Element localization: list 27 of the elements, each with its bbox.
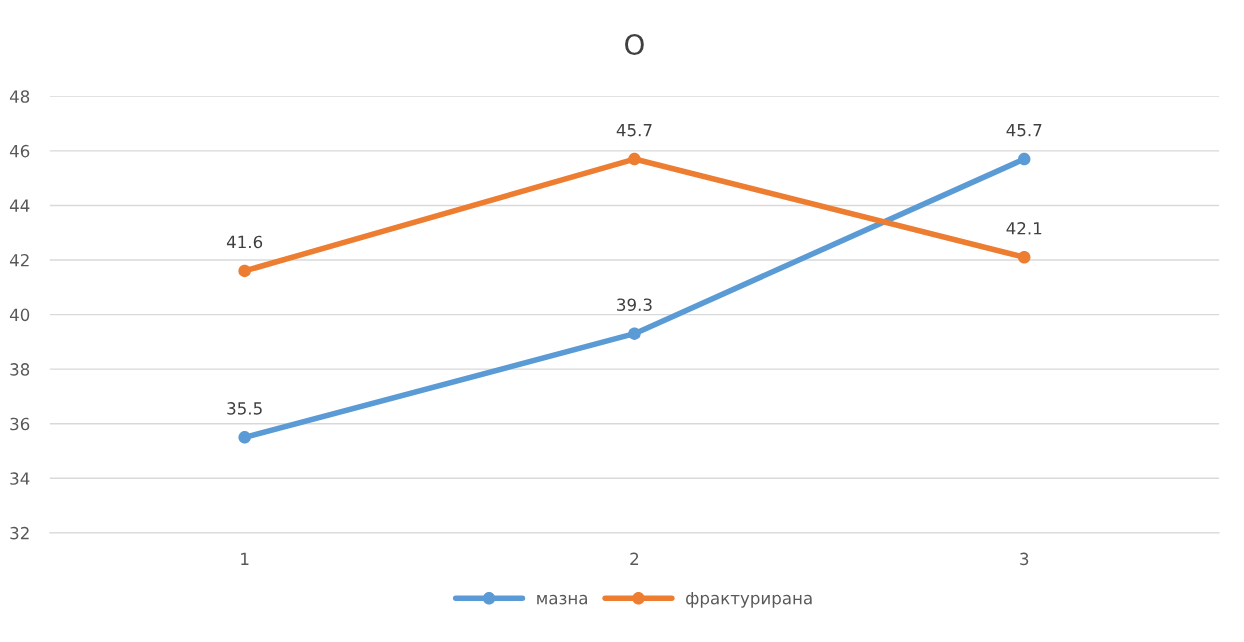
chart-title: O bbox=[625, 34, 644, 56]
y-tick-label: 42 bbox=[9, 253, 29, 267]
data-label: 41.6 bbox=[226, 235, 263, 249]
x-tick-label: 3 bbox=[1020, 552, 1029, 566]
point bbox=[1017, 251, 1031, 264]
legend-label: мазна bbox=[537, 594, 587, 605]
y-tick-label: 38 bbox=[10, 363, 30, 376]
y-tick-label: 36 bbox=[10, 417, 30, 431]
data-label: 45.7 bbox=[616, 123, 652, 137]
legend-label: фрактурирана bbox=[686, 592, 812, 608]
y-tick-label: 48 bbox=[9, 90, 30, 103]
point bbox=[238, 431, 251, 444]
point bbox=[628, 152, 641, 166]
y-tick-label: 32 bbox=[10, 526, 29, 540]
data-label: 42.1 bbox=[1006, 222, 1042, 235]
data-label: 35.5 bbox=[227, 402, 262, 415]
point bbox=[628, 327, 641, 340]
y-tick-label: 46 bbox=[9, 144, 30, 158]
point bbox=[238, 264, 251, 278]
y-tick-label: 34 bbox=[10, 472, 30, 485]
data-label: 39.3 bbox=[617, 298, 652, 312]
y-tick-label: 40 bbox=[9, 308, 30, 322]
x-tick-label: 1 bbox=[241, 552, 249, 565]
y-tick-label: 44 bbox=[9, 199, 30, 212]
x-tick-label: 2 bbox=[630, 552, 639, 565]
data-label: 45.7 bbox=[1006, 123, 1042, 137]
point bbox=[1017, 152, 1031, 166]
